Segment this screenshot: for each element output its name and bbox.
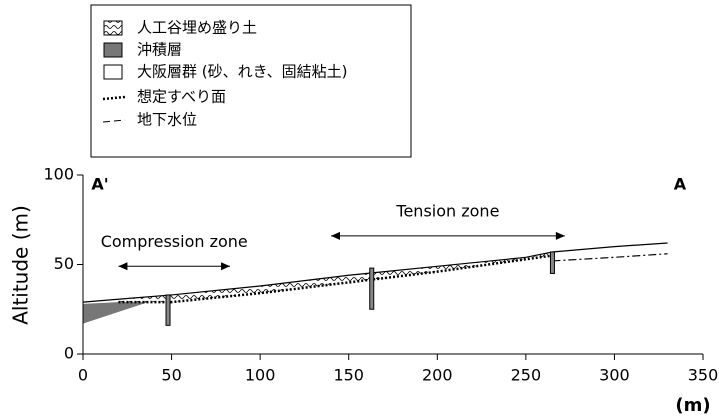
x-tick-label: 100 bbox=[245, 366, 276, 385]
x-tick-label: 50 bbox=[161, 366, 181, 385]
legend-label: 人工谷埋め盛り土 bbox=[137, 19, 257, 37]
arrow-head bbox=[331, 232, 340, 240]
x-tick-label: 250 bbox=[511, 366, 542, 385]
section-label: A bbox=[674, 175, 687, 194]
zone-label: Compression zone bbox=[101, 232, 248, 251]
x-tick-label: 0 bbox=[78, 366, 88, 385]
y-tick-label: 0 bbox=[64, 344, 74, 363]
borehole bbox=[370, 268, 374, 309]
x-tick-label: 200 bbox=[422, 366, 453, 385]
legend-symbol-alluvium bbox=[104, 43, 122, 57]
legend-label: 沖積層 bbox=[137, 41, 182, 59]
legend-symbol-osaka bbox=[104, 65, 122, 79]
zone-label: Tension zone bbox=[395, 201, 499, 220]
legend: 人工谷埋め盛り土 沖積層 大阪層群 (砂、れき、固結粘土) 想定すべり面 地下水… bbox=[91, 5, 411, 157]
x-tick-label: 350 bbox=[688, 366, 719, 385]
figure: 人工谷埋め盛り土 沖積層 大阪層群 (砂、れき、固結粘土) 想定すべり面 地下水… bbox=[0, 0, 719, 420]
legend-symbol-fill bbox=[104, 21, 122, 35]
arrow-head bbox=[221, 262, 230, 270]
borehole bbox=[550, 252, 554, 273]
alluvium bbox=[83, 300, 154, 323]
arrow-head bbox=[556, 232, 565, 240]
legend-label: 地下水位 bbox=[137, 111, 197, 129]
ground-surface bbox=[83, 243, 668, 302]
legend-label: 大阪層群 (砂、れき、固結粘土) bbox=[137, 63, 347, 81]
x-tick-label: 150 bbox=[333, 366, 364, 385]
groundwater bbox=[552, 254, 667, 261]
y-tick-label: 100 bbox=[43, 165, 74, 184]
x-tick-label: 300 bbox=[599, 366, 630, 385]
legend-label: 想定すべり面 bbox=[137, 88, 226, 106]
section-label: A' bbox=[91, 175, 108, 194]
y-tick-label: 50 bbox=[54, 254, 74, 273]
borehole bbox=[166, 295, 170, 325]
arrow-head bbox=[118, 262, 127, 270]
x-axis-label: (m) bbox=[675, 395, 710, 416]
y-axis-label: Altitude (m) bbox=[9, 205, 33, 325]
